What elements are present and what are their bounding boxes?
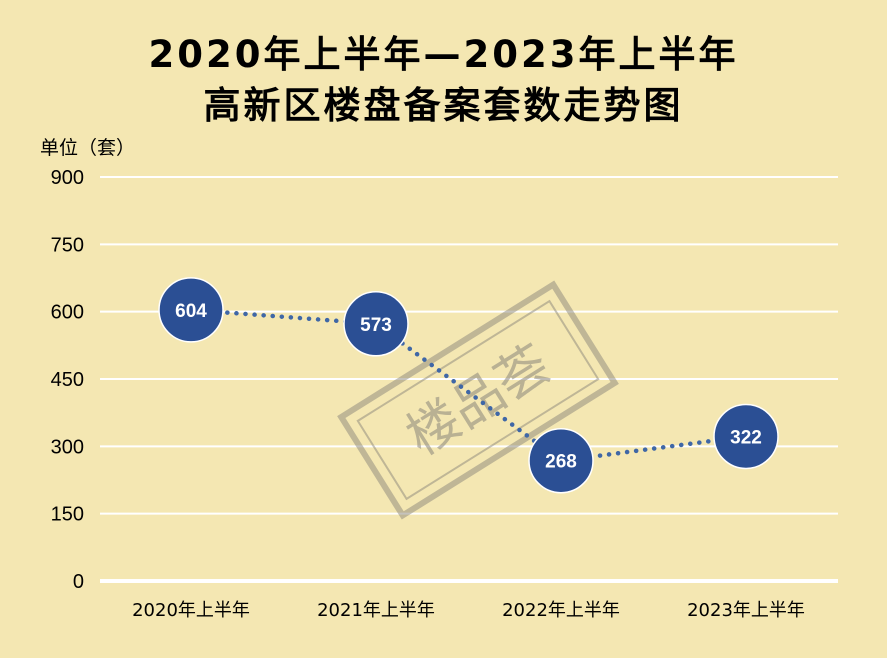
y-tick-label: 900 — [51, 167, 84, 189]
y-tick-label: 750 — [51, 234, 84, 256]
chart-title-line-1: 2020年上半年—2023年上半年 — [148, 33, 739, 76]
y-axis-unit-label: 单位（套） — [40, 137, 136, 159]
data-point-value-label: 573 — [360, 315, 392, 336]
x-category-label: 2020年上半年 — [132, 600, 250, 621]
data-point-marker — [158, 277, 224, 343]
y-axis-tick-labels: 0 150 300 450 600 750 900 — [51, 167, 84, 593]
data-point-marker — [343, 291, 409, 357]
x-category-label: 2022年上半年 — [502, 600, 620, 621]
stamp-outer-border — [337, 280, 619, 520]
series-dotted-line — [188, 307, 749, 464]
data-point-marker — [528, 427, 594, 494]
y-tick-label: 0 — [73, 571, 84, 593]
stamp-inner-border — [356, 299, 600, 501]
y-tick-label: 150 — [51, 504, 84, 526]
x-category-label: 2023年上半年 — [687, 600, 805, 621]
y-tick-label: 600 — [51, 302, 84, 324]
chart-title-line-2: 高新区楼盘备案套数走势图 — [203, 84, 684, 127]
data-points: 604 573 268 322 — [158, 277, 779, 494]
data-point-value-label: 322 — [730, 427, 762, 448]
x-axis-category-labels: 2020年上半年 2021年上半年 2022年上半年 2023年上半年 — [132, 600, 805, 621]
data-point-value-label: 604 — [175, 301, 207, 322]
y-tick-label: 300 — [51, 436, 84, 458]
data-point-marker — [713, 403, 779, 470]
gridlines — [100, 176, 838, 583]
data-point-value-label: 268 — [545, 452, 577, 473]
series-line — [188, 307, 749, 464]
x-category-label: 2021年上半年 — [317, 600, 435, 621]
y-tick-label: 450 — [51, 369, 84, 391]
